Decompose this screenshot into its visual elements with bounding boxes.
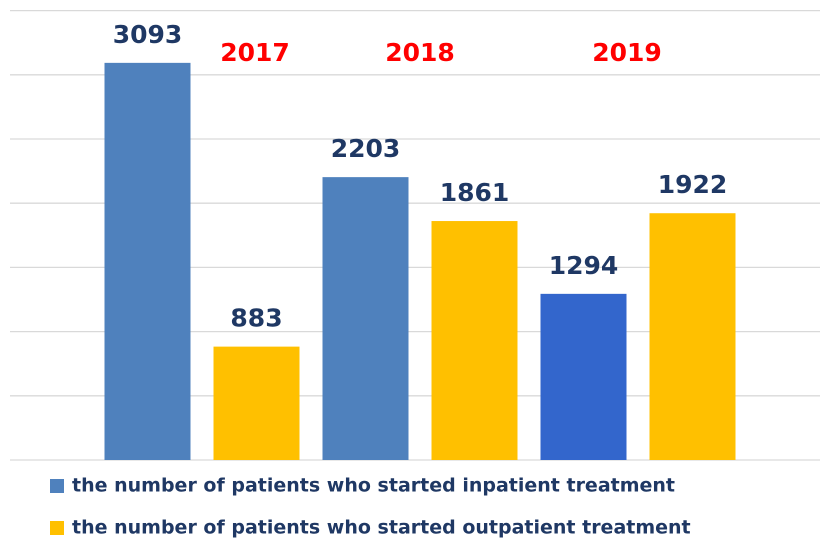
legend-label: the number of patients who started inpat… — [72, 475, 675, 497]
category-label: 2017 — [220, 38, 290, 67]
bar — [104, 62, 191, 461]
legend-label: the number of patients who started outpa… — [72, 517, 691, 539]
bar — [213, 346, 300, 460]
value-label: 883 — [230, 304, 282, 333]
value-label: 3093 — [113, 20, 183, 49]
category-label: 2019 — [592, 38, 662, 67]
value-label: 1861 — [440, 178, 510, 207]
bar — [322, 177, 409, 460]
value-label: 1922 — [658, 170, 728, 199]
value-label: 1294 — [549, 251, 619, 280]
bar — [649, 213, 736, 460]
bar — [540, 293, 627, 460]
category-label: 2018 — [385, 38, 455, 67]
value-label: 2203 — [331, 134, 401, 163]
legend-swatch — [50, 479, 64, 493]
legend-swatch — [50, 521, 64, 535]
bar — [431, 221, 518, 460]
